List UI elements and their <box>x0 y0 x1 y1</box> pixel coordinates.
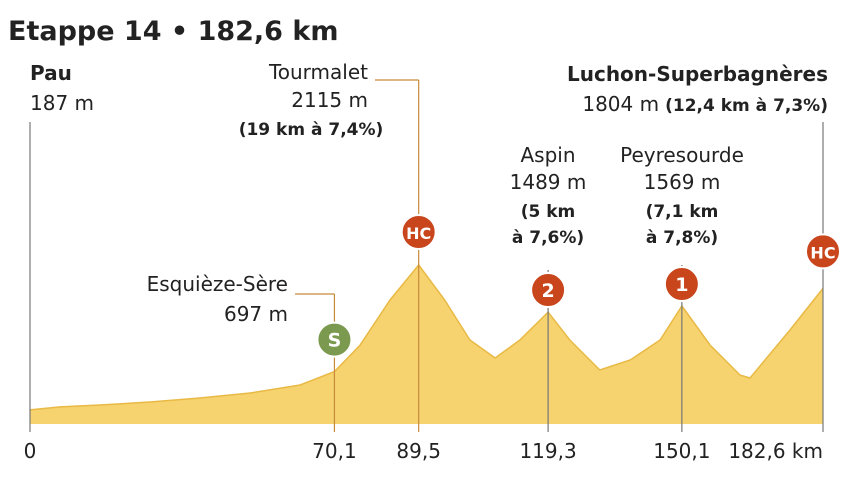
profile-line <box>29 263 824 411</box>
place-altitude: 1489 m <box>510 170 587 194</box>
place-altitude: 1569 m <box>644 170 721 194</box>
x-tick-label: 182,6 km <box>728 439 823 463</box>
x-tick-label: 89,5 <box>396 439 441 463</box>
category-label: HC <box>406 224 431 243</box>
place-name: Pau <box>30 61 72 85</box>
category-label: HC <box>810 243 835 262</box>
place-altitude: 2115 m <box>291 88 368 112</box>
place-climb: (12,4 km à 7,3%) <box>665 96 828 116</box>
place-altitude-value: 1804 m <box>582 92 659 116</box>
place-altitude: 187 m <box>30 91 94 115</box>
category-badge <box>805 233 841 270</box>
place-climb: (19 km à 7,4%) <box>239 120 384 140</box>
place-name: Esquièze-Sère <box>147 272 288 296</box>
place-climb: à 7,6%) <box>512 228 584 248</box>
place-name: Aspin <box>520 143 575 167</box>
place-climb: à 7,8%) <box>646 228 718 248</box>
place-name: Tourmalet <box>268 60 368 84</box>
place-climb: (7,1 km <box>646 202 719 222</box>
category-label: 2 <box>541 280 554 302</box>
x-tick-label: 70,1 <box>312 439 357 463</box>
place-name: Luchon-Superbagnères <box>567 62 828 86</box>
x-tick-label: 0 <box>24 439 37 463</box>
profile-area <box>30 265 823 424</box>
x-tick-label: 150,1 <box>653 439 710 463</box>
chart-title: Etappe 14 • 182,6 km <box>8 16 338 47</box>
place-climb: (5 km <box>521 202 576 222</box>
category-label: 1 <box>675 274 688 296</box>
category-badge <box>316 321 353 358</box>
place-altitude: 1804 m (12,4 km à 7,3%) <box>582 92 828 116</box>
category-label: S <box>328 330 342 352</box>
place-altitude: 697 m <box>224 302 288 326</box>
place-name: Peyresourde <box>620 143 744 167</box>
category-badge <box>400 214 437 250</box>
x-tick-label: 119,3 <box>519 439 576 463</box>
category-badge <box>663 266 700 303</box>
category-badge <box>530 272 567 309</box>
